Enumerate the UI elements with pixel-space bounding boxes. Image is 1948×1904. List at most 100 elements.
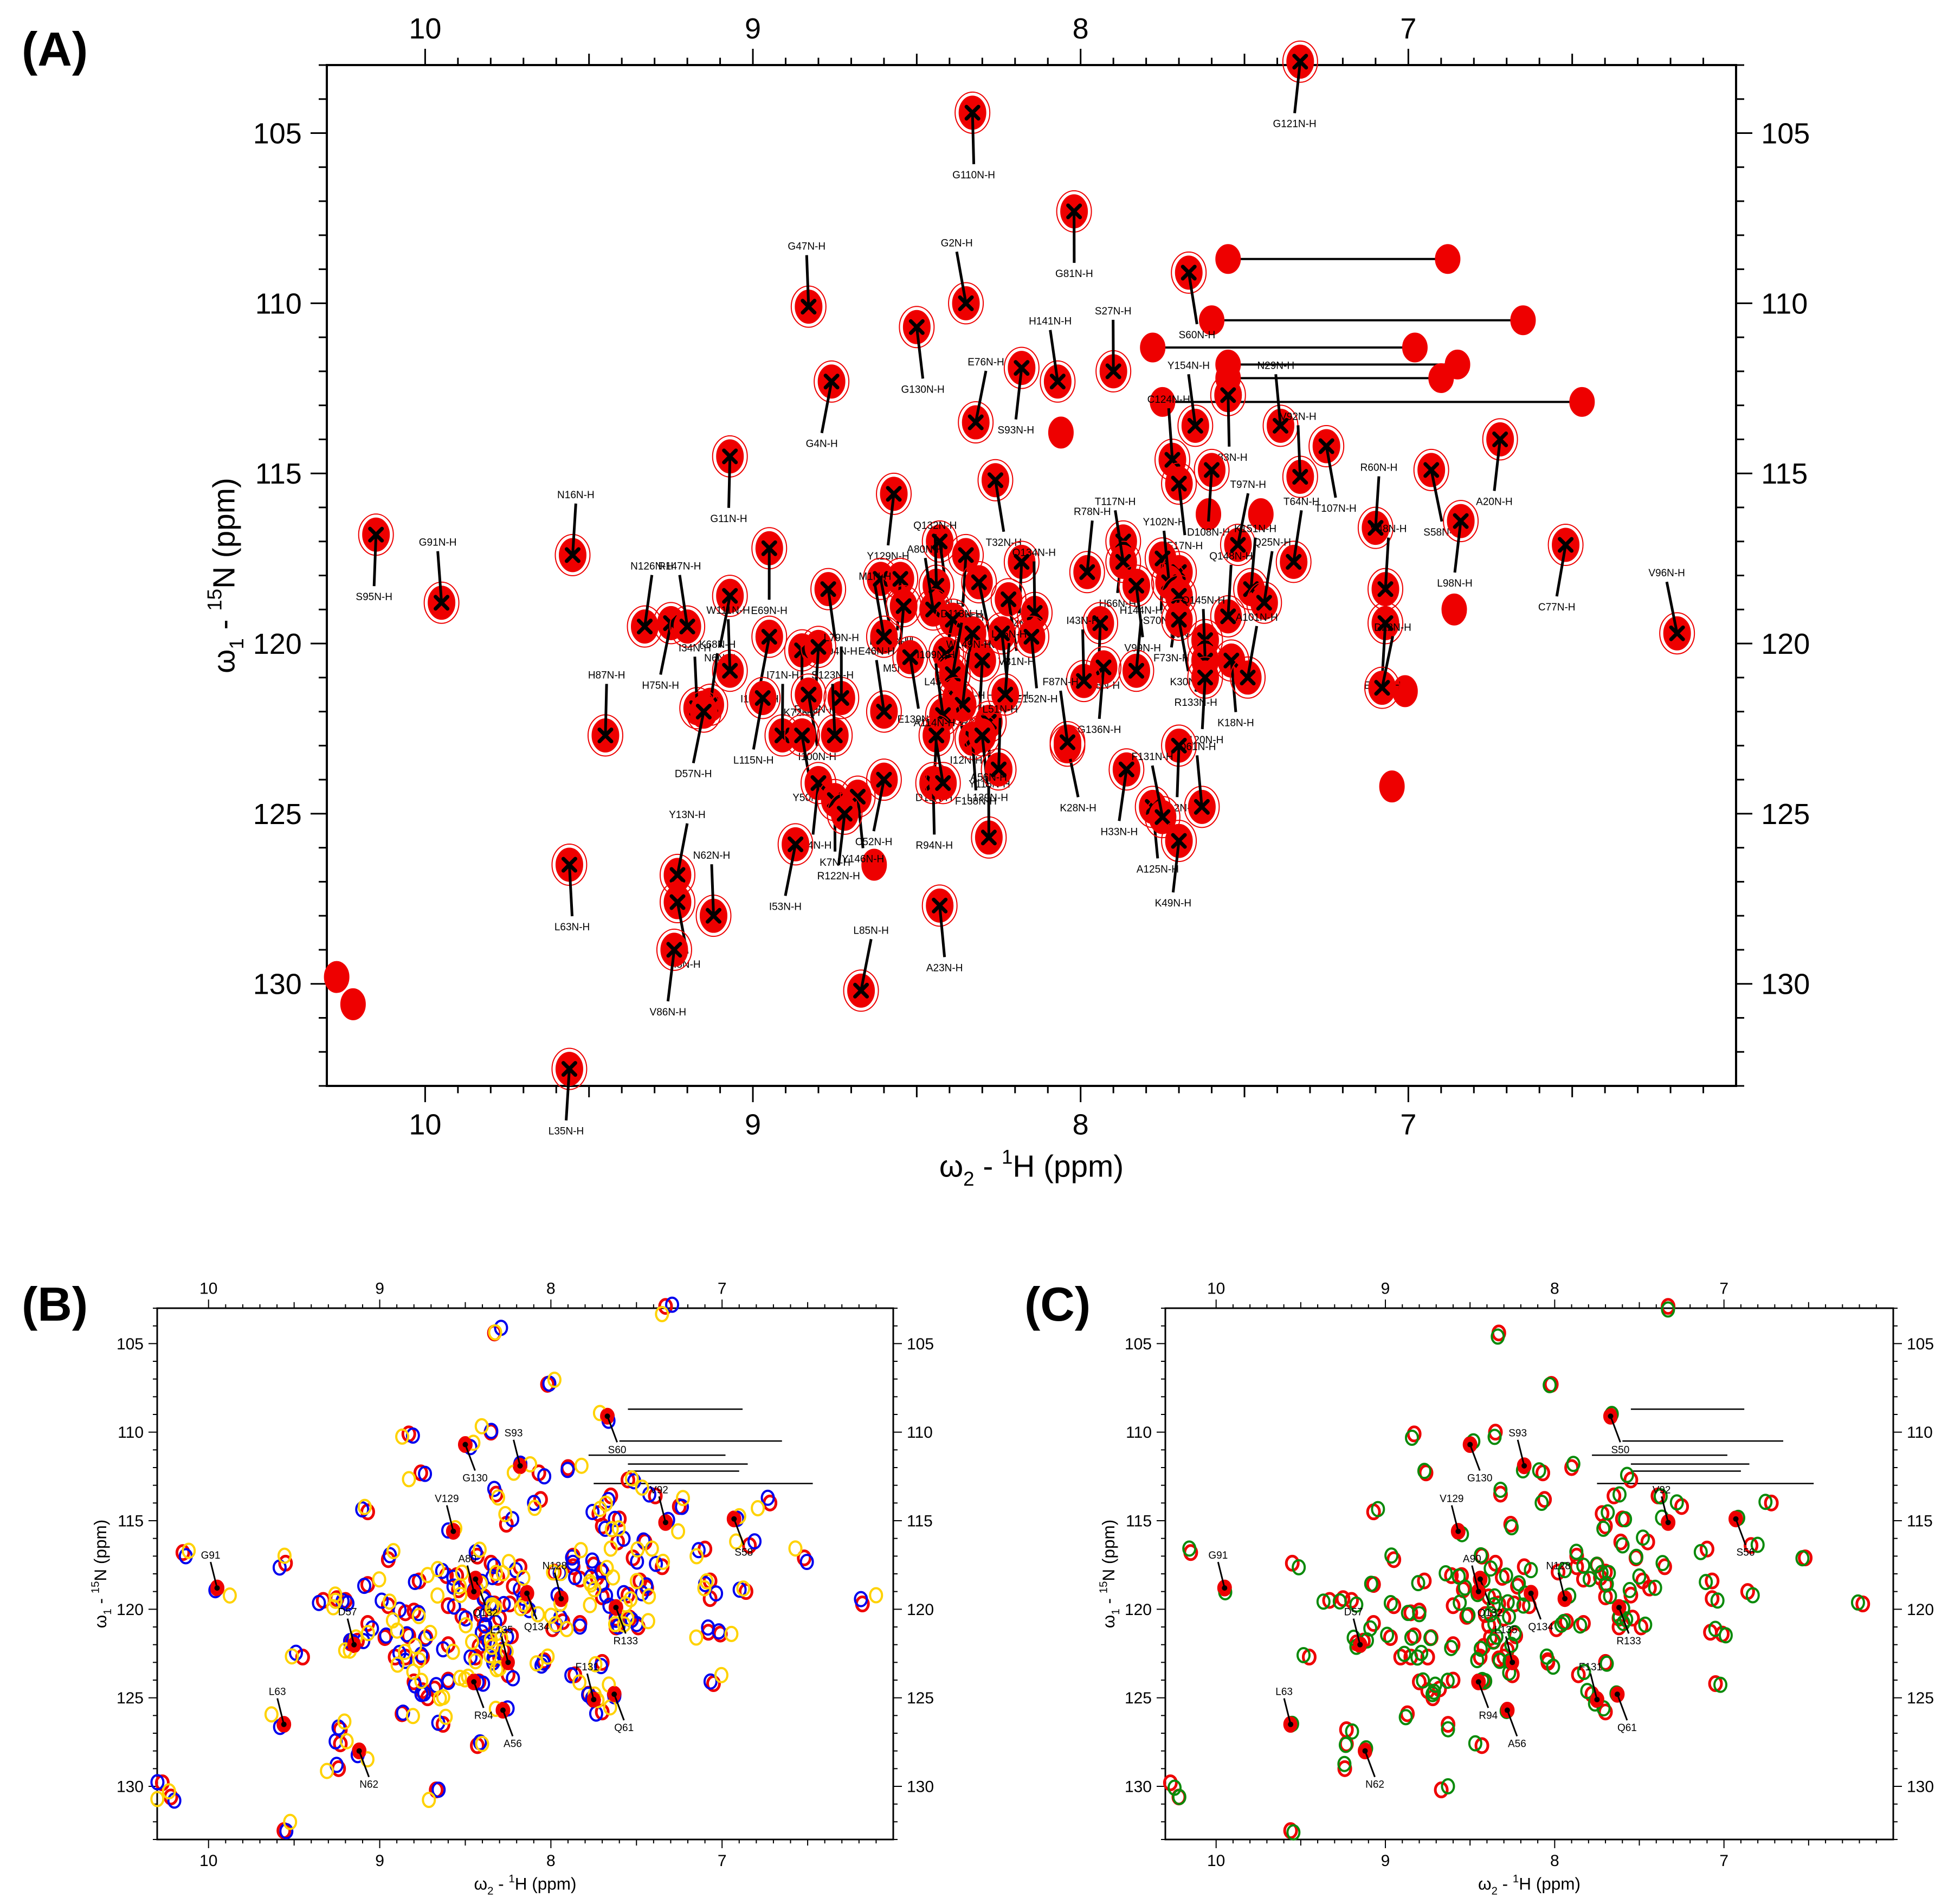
peak-leader xyxy=(1616,1694,1628,1721)
peak-contour-yellow xyxy=(438,1708,453,1725)
peak-leader xyxy=(710,864,715,916)
peak-leader xyxy=(565,1069,571,1121)
peak-label: L79N-H xyxy=(824,632,859,644)
peak-contour-yellow xyxy=(559,1620,574,1637)
peak-marker xyxy=(964,105,981,121)
peak-leader xyxy=(1735,1519,1746,1546)
x-tick-label-bottom: 9 xyxy=(745,1108,761,1141)
x-tick-label-top: 10 xyxy=(199,1280,217,1298)
peak-leader xyxy=(873,585,886,637)
y-tick-label-left: 130 xyxy=(253,968,302,1001)
y-tick-label-right: 120 xyxy=(1761,628,1810,660)
peak-contour-yellow xyxy=(465,1633,479,1650)
peak-label: I53N-H xyxy=(769,901,802,912)
peak-contour-yellow xyxy=(372,1571,386,1588)
peak-leader xyxy=(1296,425,1302,477)
peak-contour-outer xyxy=(1161,599,1197,641)
peak-leader xyxy=(933,731,945,783)
peak-contour-green xyxy=(1648,1579,1662,1596)
peak-leader xyxy=(502,1710,514,1737)
axis-title-part: N (ppm) xyxy=(1099,1520,1118,1581)
peak-contour-outer xyxy=(1144,796,1181,839)
peak-contour-green xyxy=(1653,1488,1668,1505)
y-tick-label-right: 110 xyxy=(1761,287,1808,320)
peak-leader xyxy=(1249,537,1257,589)
peak-marker xyxy=(876,704,892,720)
unassigned-peak xyxy=(1215,244,1241,274)
peak-label: G91 xyxy=(201,1550,221,1561)
peak-marker xyxy=(1368,520,1384,536)
peak-label: V92 xyxy=(650,1484,668,1496)
peak-leader xyxy=(1059,690,1069,743)
y-tick-label-left: 130 xyxy=(117,1778,144,1796)
peak-contour-yellow xyxy=(624,1470,639,1487)
peak-marker xyxy=(971,574,987,590)
peak-leader xyxy=(887,493,895,546)
peak-contour-yellow xyxy=(182,1542,196,1559)
peak-leader xyxy=(1030,636,1038,689)
peak-leader xyxy=(1384,537,1390,589)
peak-leader xyxy=(666,949,676,1002)
peak-contour-outer xyxy=(1246,581,1282,624)
peak-contour-outer xyxy=(745,677,781,719)
peak-leader xyxy=(500,1636,509,1663)
peak-contour-blue xyxy=(447,1598,461,1615)
peak-contour-outer xyxy=(1049,721,1086,764)
peak-contour-green xyxy=(1618,1511,1633,1528)
peak-marker xyxy=(1187,417,1203,434)
peak-contour-green xyxy=(1758,1494,1773,1510)
peak-marker xyxy=(1492,431,1508,447)
peak-leader xyxy=(1262,551,1274,603)
peak-label: L85N-H xyxy=(853,925,888,936)
x-tick-label-bottom: 7 xyxy=(1719,1852,1728,1870)
peak-label: K49N-H xyxy=(1155,898,1192,909)
peak-leader xyxy=(933,534,938,586)
x-tick-label-top: 7 xyxy=(1719,1280,1728,1298)
peak-leader xyxy=(466,1565,475,1592)
peak-leader xyxy=(1505,1636,1513,1663)
unassigned-peak xyxy=(1402,332,1428,363)
y-tick-label-right: 125 xyxy=(1761,798,1810,831)
peak-leader xyxy=(1610,1416,1621,1443)
peak-label: G130 xyxy=(462,1473,487,1484)
peak-leader xyxy=(1176,745,1181,797)
peak-contour-red xyxy=(1446,1671,1461,1689)
peak-contour-blue xyxy=(505,1511,520,1528)
peak-contour-yellow xyxy=(453,1578,467,1594)
peak-contour-green xyxy=(1444,1639,1459,1656)
peak-marker xyxy=(705,908,721,924)
peak-contour-outer xyxy=(669,605,706,648)
peak-label: G47N-H xyxy=(788,241,825,253)
peak-leader xyxy=(692,711,705,764)
peak-contour-outer xyxy=(1118,649,1154,692)
peak-label: L135 xyxy=(490,1624,513,1636)
peak-label: H87N-H xyxy=(588,670,625,681)
peak-leader xyxy=(1118,769,1128,821)
peak-label: L63 xyxy=(1275,1687,1293,1698)
peak-contour-green xyxy=(1316,1593,1331,1610)
peak-label: F131 xyxy=(1579,1662,1602,1673)
peak-contour-green xyxy=(1612,1486,1627,1503)
peak-label: S58 xyxy=(734,1547,753,1559)
peak-contour-green xyxy=(1632,1568,1647,1585)
peak-leader xyxy=(820,381,833,434)
peak-contour-yellow xyxy=(485,1638,499,1655)
peak-contour-green xyxy=(1461,1607,1476,1624)
peak-contour-green xyxy=(1439,1565,1453,1582)
peak-marker xyxy=(876,628,892,645)
peak-contour-green xyxy=(1669,1494,1684,1511)
peak-label: K28N-H xyxy=(1060,802,1096,814)
peak-leader xyxy=(346,1618,355,1645)
peak-contour-blue xyxy=(375,1592,389,1609)
peak-leader xyxy=(1471,1565,1480,1592)
peak-contour-red xyxy=(1434,1781,1449,1799)
peak-contour-green xyxy=(1349,1596,1364,1613)
peak-leader xyxy=(971,112,976,164)
peak-label: D108N-H xyxy=(1187,527,1230,538)
peak-label: T117N-H xyxy=(1095,496,1136,507)
peak-label: S27N-H xyxy=(1095,306,1132,317)
peak-label: E69N-H xyxy=(751,605,788,616)
y-tick-label-right: 130 xyxy=(1761,968,1810,1001)
peak-contour-red xyxy=(648,1487,663,1504)
peak-label: Q145N-H xyxy=(1182,595,1225,606)
